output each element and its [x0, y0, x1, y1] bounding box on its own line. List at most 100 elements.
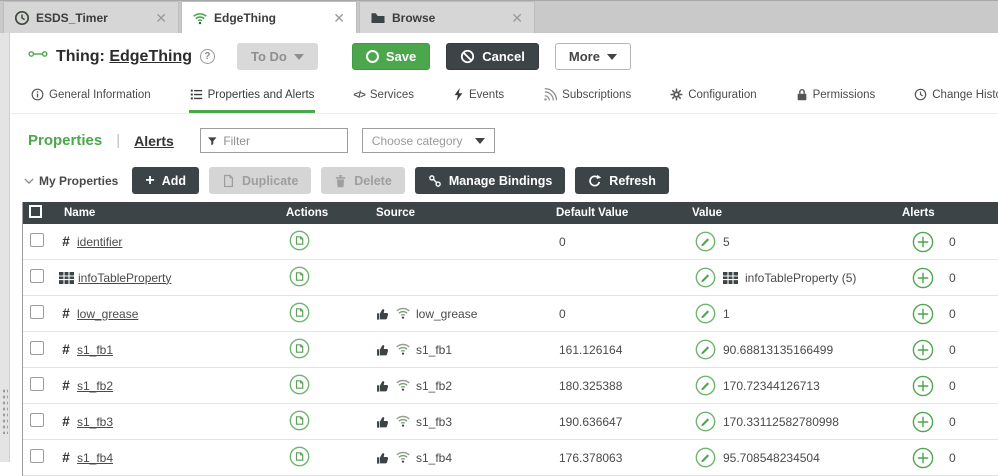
table-row: # s1_fb2 s1_fb2 180.325388 170.723441267… [23, 368, 998, 404]
row-checkbox[interactable] [30, 233, 44, 247]
collapsed-panel-strip[interactable] [0, 33, 10, 462]
edit-value-icon[interactable] [695, 375, 716, 396]
default-value: 0 [559, 306, 566, 321]
subtab-properties[interactable]: Properties [28, 132, 103, 149]
delete-button[interactable]: Delete [321, 167, 405, 194]
property-name-link[interactable]: low_grease [77, 306, 139, 321]
table-header: Name Actions Source Default Value Value … [23, 202, 998, 224]
tab-label: ESDS_Timer [36, 10, 108, 25]
tab-events[interactable]: Events [452, 82, 505, 113]
default-value: 176.378063 [559, 450, 623, 465]
add-alert-icon[interactable] [912, 375, 934, 397]
wifi-icon [396, 415, 410, 427]
row-checkbox[interactable] [30, 269, 44, 283]
add-alert-icon[interactable] [912, 339, 934, 361]
close-icon[interactable]: ✕ [511, 9, 523, 26]
filter-input[interactable] [223, 133, 341, 148]
edit-value-icon[interactable] [695, 411, 716, 432]
edit-value-icon[interactable] [695, 447, 716, 468]
table-row: # infoTableProperty infoTableProperty (5… [23, 260, 998, 296]
property-name-link[interactable]: s1_fb4 [77, 450, 114, 465]
edit-value-icon[interactable] [695, 303, 716, 324]
copy-property-icon[interactable] [289, 446, 310, 467]
column-header-name[interactable]: Name [64, 207, 96, 219]
lightning-icon [454, 88, 463, 101]
add-alert-icon[interactable] [912, 447, 934, 469]
manage-bindings-button[interactable]: Manage Bindings [414, 167, 566, 194]
row-checkbox[interactable] [30, 305, 44, 319]
info-icon [31, 88, 44, 101]
select-all-checkbox[interactable] [29, 205, 42, 218]
close-icon[interactable]: ✕ [333, 9, 345, 26]
tab-permissions[interactable]: Permissions [795, 82, 877, 113]
save-button[interactable]: Save [351, 43, 431, 70]
lock-icon [797, 89, 806, 101]
row-checkbox[interactable] [30, 377, 44, 391]
add-button[interactable]: + Add [132, 167, 200, 194]
add-alert-icon[interactable] [912, 303, 934, 325]
add-alert-icon[interactable] [912, 267, 934, 289]
tab-services[interactable]: </> Services [353, 89, 414, 101]
copy-property-icon[interactable] [289, 302, 310, 323]
property-name-link[interactable]: s1_fb1 [77, 342, 114, 357]
more-button[interactable]: More [554, 43, 631, 70]
tab-change-history[interactable]: Change History [913, 82, 998, 113]
tab-configuration[interactable]: Configuration [669, 82, 757, 113]
copy-property-icon[interactable] [289, 230, 310, 251]
edit-value-icon[interactable] [695, 231, 716, 252]
window-tab-browse[interactable]: Browse ✕ [359, 1, 535, 33]
property-value: 90.68813135166499 [723, 342, 834, 357]
thumb-up-icon [377, 452, 389, 464]
tab-subscriptions[interactable]: Subscriptions [542, 82, 632, 113]
close-icon[interactable]: ✕ [155, 9, 167, 26]
save-circle-icon [365, 50, 379, 63]
property-name-link[interactable]: infoTableProperty [78, 270, 172, 285]
add-alert-icon[interactable] [912, 231, 934, 253]
window-tab-edgething[interactable]: EdgeThing ✕ [181, 1, 357, 33]
default-value: 0 [559, 234, 566, 249]
edit-value-icon[interactable] [695, 339, 716, 360]
help-icon[interactable]: ? [199, 49, 215, 64]
properties-alerts-row: Properties | Alerts Choose category [11, 114, 998, 163]
copy-property-icon[interactable] [289, 338, 310, 359]
column-header-value[interactable]: Value [692, 207, 723, 219]
my-properties-toggle[interactable]: My Properties [24, 174, 118, 188]
chevron-down-icon [606, 53, 617, 60]
subtab-alerts[interactable]: Alerts [134, 132, 174, 149]
wifi-icon [396, 379, 410, 391]
column-header-default-value[interactable]: Default Value [556, 207, 629, 219]
row-checkbox[interactable] [30, 449, 44, 463]
source-name: s1_fb2 [416, 378, 453, 393]
my-properties-toolbar: My Properties + Add Duplicate Delete Man… [11, 163, 998, 202]
todo-button[interactable]: To Do [236, 43, 318, 70]
edit-value-icon[interactable] [695, 267, 716, 288]
refresh-button[interactable]: Refresh [575, 167, 669, 194]
wifi-icon [396, 451, 410, 463]
number-type-icon: # [62, 342, 70, 357]
copy-property-icon[interactable] [289, 374, 310, 395]
row-checkbox[interactable] [30, 341, 44, 355]
duplicate-button[interactable]: Duplicate [209, 167, 312, 194]
tab-properties-and-alerts[interactable]: Properties and Alerts [188, 82, 316, 113]
drag-grip[interactable] [2, 388, 8, 434]
source-name: s1_fb3 [416, 414, 453, 429]
thumb-up-icon [377, 416, 389, 428]
property-name-link[interactable]: identifier [77, 234, 123, 249]
category-select[interactable]: Choose category [361, 128, 495, 153]
window-tab-esds-timer[interactable]: ESDS_Timer ✕ [3, 1, 179, 33]
chevron-down-icon [293, 53, 304, 60]
list-icon [190, 89, 202, 100]
copy-property-icon[interactable] [289, 410, 310, 431]
cancel-button[interactable]: Cancel [446, 43, 539, 70]
property-name-link[interactable]: s1_fb2 [77, 378, 114, 393]
column-header-source[interactable]: Source [376, 207, 415, 219]
property-name-link[interactable]: s1_fb3 [77, 414, 114, 429]
add-alert-icon[interactable] [912, 411, 934, 433]
copy-property-icon[interactable] [289, 266, 310, 287]
row-checkbox[interactable] [30, 413, 44, 427]
column-header-alerts[interactable]: Alerts [902, 207, 935, 219]
tab-general-information[interactable]: General Information [30, 82, 152, 113]
page-title: Thing: EdgeThing [56, 47, 192, 65]
source-name: s1_fb1 [416, 342, 453, 357]
tab-label: Browse [392, 10, 436, 25]
